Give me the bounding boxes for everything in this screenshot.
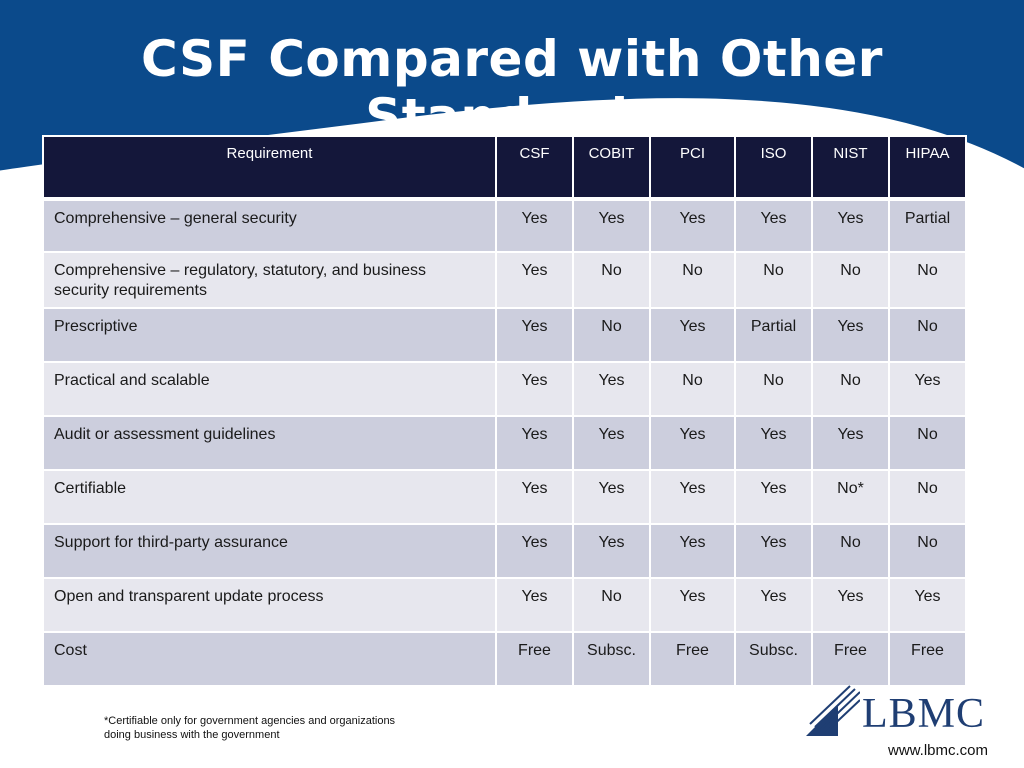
website-url: www.lbmc.com (887, 742, 988, 759)
hipaa-cell: Free (888, 631, 967, 687)
cobit-cell: Yes (572, 361, 651, 417)
slide-title: CSF Compared with Other Standards (141, 30, 883, 146)
csf-cell: Yes (495, 251, 574, 309)
csf-cell: Yes (495, 198, 574, 253)
requirement-cell: Open and transparent update process (42, 577, 497, 633)
cobit-cell: Subsc. (572, 631, 651, 687)
footnote: *Certifiable only for government agencie… (104, 714, 434, 742)
nist-cell: Yes (811, 307, 890, 363)
nist-cell: Free (811, 631, 890, 687)
requirement-cell: Comprehensive – regulatory, statutory, a… (42, 251, 497, 309)
nist-cell: Yes (811, 198, 890, 253)
table-row: Open and transparent update process Yes … (42, 577, 967, 633)
table-row: Comprehensive – regulatory, statutory, a… (42, 251, 967, 309)
requirement-cell: Cost (42, 631, 497, 687)
table-header-row: Requirement CSF COBIT PCI ISO NIST HIPAA (42, 135, 967, 200)
hipaa-cell: No (888, 307, 967, 363)
nist-cell: Yes (811, 577, 890, 633)
cobit-cell: No (572, 577, 651, 633)
cobit-cell: No (572, 251, 651, 309)
iso-cell: Yes (734, 469, 813, 525)
csf-cell: Free (495, 631, 574, 687)
pci-cell: Yes (649, 577, 736, 633)
iso-cell: Yes (734, 415, 813, 471)
pci-cell: Free (649, 631, 736, 687)
hipaa-cell: No (888, 469, 967, 525)
csf-cell: Yes (495, 577, 574, 633)
header-iso: ISO (734, 135, 813, 200)
iso-cell: No (734, 251, 813, 309)
nist-cell: Yes (811, 415, 890, 471)
table-row: Practical and scalable Yes Yes No No No … (42, 361, 967, 417)
hipaa-cell: No (888, 251, 967, 309)
nist-cell: No* (811, 469, 890, 525)
csf-cell: Yes (495, 469, 574, 525)
lbmc-logo: LBMC (804, 684, 1004, 740)
pci-cell: Yes (649, 523, 736, 579)
iso-cell: Yes (734, 198, 813, 253)
header-hipaa: HIPAA (888, 135, 967, 200)
header-pci: PCI (649, 135, 736, 200)
header-nist: NIST (811, 135, 890, 200)
requirement-cell: Support for third-party assurance (42, 523, 497, 579)
iso-cell: Partial (734, 307, 813, 363)
comparison-table: Requirement CSF COBIT PCI ISO NIST HIPAA… (42, 135, 967, 687)
footnote-line-1: *Certifiable only for government agencie… (104, 715, 396, 727)
requirement-cell: Prescriptive (42, 307, 497, 363)
pci-cell: No (649, 251, 736, 309)
table-row: Support for third-party assurance Yes Ye… (42, 523, 967, 579)
pci-cell: Yes (649, 198, 736, 253)
cobit-cell: Yes (572, 198, 651, 253)
csf-cell: Yes (495, 523, 574, 579)
hipaa-cell: No (888, 415, 967, 471)
table-row: Cost Free Subsc. Free Subsc. Free Free (42, 631, 967, 687)
table-row: Certifiable Yes Yes Yes Yes No* No (42, 469, 967, 525)
logo-stripes-icon (806, 685, 860, 736)
nist-cell: No (811, 251, 890, 309)
logo-text: LBMC (862, 691, 986, 737)
iso-cell: Yes (734, 523, 813, 579)
requirement-cell: Comprehensive – general security (42, 198, 497, 253)
cobit-cell: Yes (572, 415, 651, 471)
hipaa-cell: Yes (888, 361, 967, 417)
table-row: Prescriptive Yes No Yes Partial Yes No (42, 307, 967, 363)
nist-cell: No (811, 523, 890, 579)
header-requirement: Requirement (42, 135, 497, 200)
requirement-cell: Audit or assessment guidelines (42, 415, 497, 471)
requirement-cell: Certifiable (42, 469, 497, 525)
hipaa-cell: No (888, 523, 967, 579)
table-row: Audit or assessment guidelines Yes Yes Y… (42, 415, 967, 471)
pci-cell: Yes (649, 469, 736, 525)
footnote-line-2: doing business with the government (104, 729, 280, 741)
csf-cell: Yes (495, 307, 574, 363)
csf-cell: Yes (495, 415, 574, 471)
requirement-cell: Practical and scalable (42, 361, 497, 417)
hipaa-cell: Partial (888, 198, 967, 253)
iso-cell: No (734, 361, 813, 417)
cobit-cell: No (572, 307, 651, 363)
header-csf: CSF (495, 135, 574, 200)
csf-cell: Yes (495, 361, 574, 417)
header-cobit: COBIT (572, 135, 651, 200)
pci-cell: Yes (649, 307, 736, 363)
table-row: Comprehensive – general security Yes Yes… (42, 198, 967, 253)
iso-cell: Yes (734, 577, 813, 633)
pci-cell: Yes (649, 415, 736, 471)
iso-cell: Subsc. (734, 631, 813, 687)
pci-cell: No (649, 361, 736, 417)
hipaa-cell: Yes (888, 577, 967, 633)
nist-cell: No (811, 361, 890, 417)
cobit-cell: Yes (572, 469, 651, 525)
cobit-cell: Yes (572, 523, 651, 579)
